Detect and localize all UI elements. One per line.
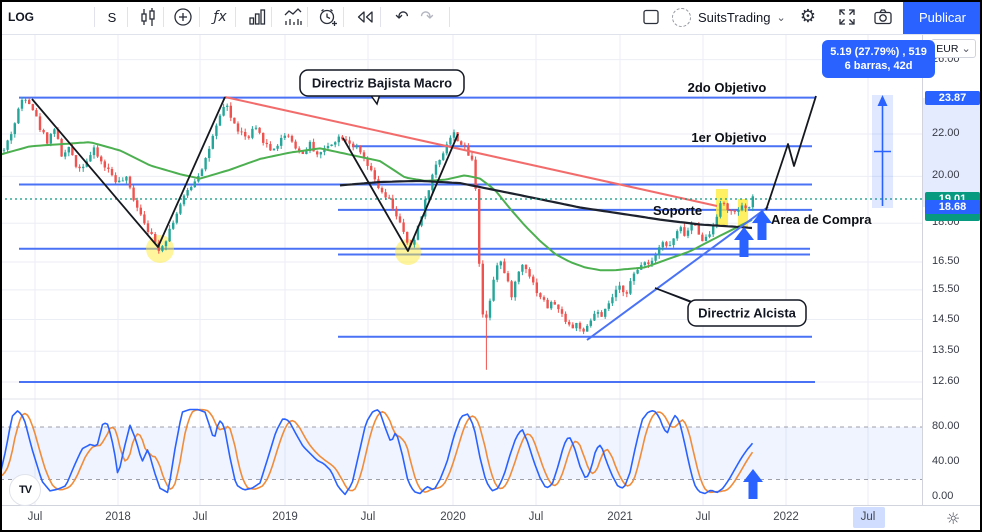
chevron-down-icon: ⌄	[961, 42, 971, 55]
trendlines[interactable]	[224, 96, 769, 341]
toolbar-separator	[449, 7, 450, 27]
time-tick-label: Jul	[695, 511, 711, 523]
svg-text:2do Objetivo: 2do Objetivo	[688, 80, 767, 95]
toolbar-separator	[235, 7, 236, 27]
measure-change-text: 5.19 (27.79%) , 519	[830, 46, 927, 58]
top-toolbar: LOG S ƒx	[0, 0, 982, 35]
price-tick-label: 12.60	[932, 375, 960, 387]
time-tick-label: 2022	[773, 511, 799, 523]
time-tick-label: Jul	[528, 511, 544, 523]
buy-arrows[interactable]	[734, 210, 772, 499]
time-tick-label: 2020	[440, 511, 466, 523]
chart-area: Directriz Bajista Macro Directriz Alcista…	[0, 34, 922, 505]
currency-label: EUR	[936, 42, 959, 55]
svg-text:Directriz Alcista: Directriz Alcista	[698, 306, 797, 321]
ma-slow-line	[339, 179, 753, 230]
timezone-settings-icon[interactable]: ☼	[946, 509, 961, 528]
time-tick-label: Jul	[360, 511, 376, 523]
interval-button[interactable]: S	[107, 9, 117, 25]
rewind-icon	[357, 11, 373, 23]
time-tick-label: Jul	[192, 511, 208, 523]
fullscreen-icon	[839, 9, 855, 25]
toolbar-separator	[94, 7, 95, 27]
currency-selector[interactable]: EUR ⌄	[931, 39, 976, 58]
candlestick-style-button[interactable]	[136, 0, 160, 34]
chevron-down-icon: ⌄	[776, 10, 786, 24]
toolbar-separator	[380, 7, 381, 27]
layout-square-icon	[643, 9, 659, 25]
chart-canvas[interactable]: Directriz Bajista Macro Directriz Alcista…	[0, 34, 922, 505]
measure-tooltip: 5.19 (27.79%) , 519 6 barras, 42d	[822, 40, 935, 78]
forecast-button[interactable]	[281, 0, 305, 34]
toolbar-separator	[307, 7, 308, 27]
line-pattern-icon	[284, 8, 302, 25]
stoch-tick-label: 80.00	[932, 420, 960, 432]
svg-text:Soporte: Soporte	[653, 203, 702, 218]
candlestick-icon	[141, 8, 155, 26]
candlestick-series	[2, 97, 754, 370]
replay-button[interactable]	[352, 0, 378, 34]
scale-range-highlight	[923, 98, 982, 207]
stoch-tick-label: 40.00	[932, 455, 960, 467]
range-start-price-label: 18.68	[925, 200, 980, 214]
svg-text:1er Objetivo: 1er Objetivo	[691, 130, 766, 145]
time-tick-label: Jul	[27, 511, 43, 523]
toolbar-separator	[163, 7, 164, 27]
time-axis-highlight	[853, 507, 885, 528]
price-tick-label: 14.50	[932, 313, 960, 325]
time-tick-label: Jul	[860, 511, 876, 523]
stoch-tick-label: 0.00	[932, 490, 954, 502]
time-tick-label: 2021	[607, 511, 633, 523]
compare-button[interactable]	[171, 0, 195, 34]
zigzag-lines[interactable]	[31, 95, 817, 252]
svg-text:Directriz Bajista Macro: Directriz Bajista Macro	[312, 76, 452, 91]
price-scale[interactable]: 26.00 22.00 20.00 18.00 16.50 15.50 14.50 13.50…	[922, 34, 982, 505]
redo-button[interactable]: ↷	[420, 7, 434, 26]
toolbar-separator	[199, 7, 200, 27]
ma-fast-line	[0, 141, 753, 272]
callout-labels[interactable]: Directriz Bajista Macro Directriz Alcista	[299, 69, 807, 327]
compare-plus-icon	[174, 8, 192, 26]
account-menu[interactable]: SuitsTrading ⌄	[672, 0, 786, 34]
publish-button[interactable]: Publicar	[903, 0, 982, 34]
price-tick-label: 16.50	[932, 255, 960, 267]
svg-text:Area de Compra: Area de Compra	[771, 212, 872, 227]
layout-button[interactable]	[638, 0, 664, 34]
alarm-clock-plus-icon	[319, 8, 337, 26]
price-tick-label: 20.00	[932, 169, 960, 181]
fullscreen-button[interactable]	[835, 0, 859, 34]
alert-button[interactable]	[316, 0, 340, 34]
time-axis[interactable]: ☼ Jul 2018 Jul 2019 Jul 2020 Jul 2021 Jul 2022 Jul	[0, 505, 982, 532]
snapshot-button[interactable]	[871, 0, 895, 34]
measure-bars-text: 6 barras, 42d	[844, 60, 913, 72]
time-tick-label: 2018	[105, 511, 131, 523]
price-tick-label: 15.50	[932, 283, 960, 295]
settings-button[interactable]: ⚙	[799, 6, 817, 27]
target-price-label: 23.87	[925, 91, 980, 105]
chart-text-labels[interactable]: 2do Objetivo 1er Objetivo Soporte Area de C…	[653, 80, 872, 227]
tradingview-logo[interactable]: TV	[9, 474, 41, 506]
price-tick-label: 13.50	[932, 344, 960, 356]
time-tick-label: 2019	[272, 511, 298, 523]
bar-chart-icon	[249, 9, 266, 25]
account-name: SuitsTrading	[698, 9, 771, 25]
toolbar-separator	[271, 7, 272, 27]
price-range-tool[interactable]	[872, 95, 893, 208]
indicators-button[interactable]: ƒx	[213, 9, 227, 25]
stochastic-lines	[0, 408, 754, 496]
camera-icon	[874, 9, 892, 25]
price-tick-label: 22.00	[932, 127, 960, 139]
avatar	[672, 7, 691, 27]
undo-button[interactable]: ↶	[395, 7, 409, 26]
toolbar-separator	[343, 7, 344, 27]
log-scale-label: LOG	[8, 10, 34, 24]
toolbar-separator	[127, 7, 128, 27]
templates-button[interactable]	[245, 0, 269, 34]
